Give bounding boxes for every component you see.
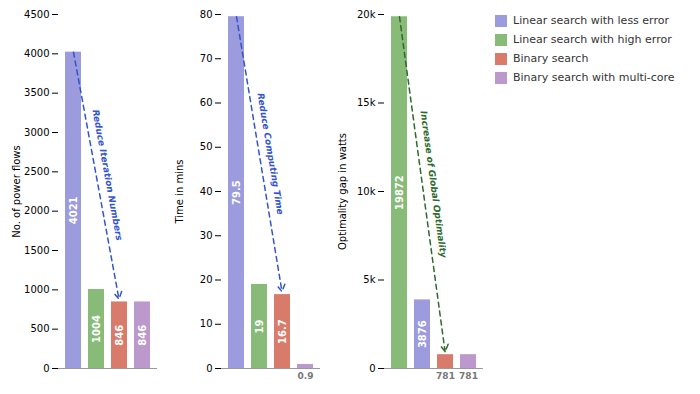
svg-text:3000: 3000: [24, 127, 49, 138]
svg-text:4500: 4500: [24, 9, 49, 20]
svg-text:2500: 2500: [24, 166, 49, 177]
svg-text:0: 0: [369, 363, 375, 374]
svg-text:60: 60: [200, 97, 213, 108]
svg-text:4000: 4000: [24, 48, 49, 59]
html-text:Linear search with less error: Linear search with less error: [513, 14, 669, 27]
svg-text:79.5: 79.5: [231, 180, 242, 205]
svg-text:Optimality gap in watts: Optimality gap in watts: [337, 133, 348, 250]
svg-text:Time in mins: Time in mins: [174, 159, 185, 224]
svg-text:4021: 4021: [68, 196, 79, 224]
html-text:Binary search: Binary search: [513, 52, 589, 65]
svg-text:781: 781: [459, 371, 478, 381]
svg-text:1500: 1500: [24, 245, 49, 256]
svg-text:10: 10: [200, 318, 213, 329]
svg-text:Increase of Global Optimality: Increase of Global Optimality: [419, 110, 449, 259]
svg-text:0: 0: [206, 363, 212, 374]
html-text:Binary search with multi-core: Binary search with multi-core: [513, 71, 675, 84]
svg-text:19872: 19872: [394, 175, 405, 210]
svg-text:10k: 10k: [357, 186, 376, 197]
svg-text:Reduce Iteration Numbers: Reduce Iteration Numbers: [90, 109, 124, 242]
svg-text:0: 0: [43, 363, 49, 374]
svg-text:40: 40: [200, 186, 213, 197]
svg-text:80: 80: [200, 9, 213, 20]
svg-text:5k: 5k: [363, 274, 375, 285]
svg-text:1004: 1004: [91, 315, 102, 343]
svg-text:20k: 20k: [357, 9, 376, 20]
svg-text:70: 70: [200, 53, 213, 64]
svg-text:0.9: 0.9: [298, 371, 314, 381]
svg-text:No. of power flows: No. of power flows: [11, 145, 22, 238]
svg-text:16.7: 16.7: [277, 319, 288, 344]
svg-text:846: 846: [114, 325, 125, 346]
svg-text:2000: 2000: [24, 205, 49, 216]
svg-text:846: 846: [137, 325, 148, 346]
svg-text:Reduce Computing Time: Reduce Computing Time: [255, 92, 285, 215]
svg-text:15k: 15k: [357, 97, 376, 108]
svg-text:500: 500: [30, 323, 49, 334]
svg-text:30: 30: [200, 230, 213, 241]
svg-text:20: 20: [200, 274, 213, 285]
svg-text:50: 50: [200, 141, 213, 152]
html-text:Linear search with high error: Linear search with high error: [513, 33, 672, 46]
svg-text:781: 781: [436, 371, 455, 381]
svg-text:3500: 3500: [24, 87, 49, 98]
svg-text:3876: 3876: [417, 320, 428, 348]
svg-text:1000: 1000: [24, 284, 49, 295]
svg-text:19: 19: [254, 319, 265, 333]
